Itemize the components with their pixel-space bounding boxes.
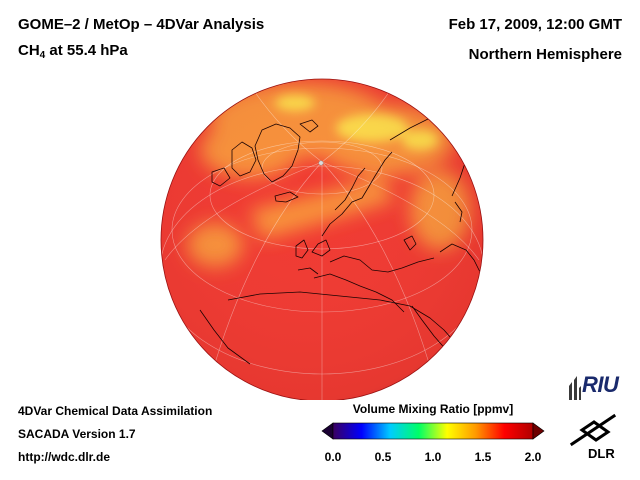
colorbar <box>321 422 545 440</box>
footer-assimilation-label: 4DVar Chemical Data Assimilation <box>18 404 213 418</box>
map-region: Northern Hemisphere <box>468 46 622 63</box>
dlr-logo-text: DLR <box>588 446 615 461</box>
colorbar-tick-label: 1.0 <box>424 450 442 464</box>
pressure-level: at 55.4 hPa <box>45 42 128 59</box>
map-subtitle: CH4 at 55.4 hPa <box>18 42 128 61</box>
dlr-logo-icon <box>569 413 617 447</box>
colorbar-gradient <box>332 422 534 440</box>
riu-logo-icon <box>569 376 581 400</box>
map-title: GOME–2 / MetOp – 4DVar Analysis <box>18 16 265 33</box>
north-pole-marker <box>318 160 324 166</box>
colorbar-high-arrow <box>532 422 545 440</box>
footer-version-label: SACADA Version 1.7 <box>18 427 136 441</box>
colorbar-tick-label: 0.0 <box>324 450 342 464</box>
colorbar-title: Volume Mixing Ratio [ppmv] <box>352 402 514 416</box>
colorbar-tick-label: 2.0 <box>524 450 542 464</box>
colorbar-low-arrow <box>321 422 334 440</box>
globe-map <box>160 78 484 400</box>
colorbar-tick-label: 0.5 <box>374 450 392 464</box>
riu-logo-text: RIU <box>582 372 619 397</box>
colorbar-tick-label: 1.5 <box>474 450 492 464</box>
species-name: CH <box>18 42 40 59</box>
species-subscript: 4 <box>39 50 46 61</box>
footer-url-link[interactable]: http://wdc.dlr.de <box>18 450 110 464</box>
analysis-datetime: Feb 17, 2009, 12:00 GMT <box>448 16 622 33</box>
